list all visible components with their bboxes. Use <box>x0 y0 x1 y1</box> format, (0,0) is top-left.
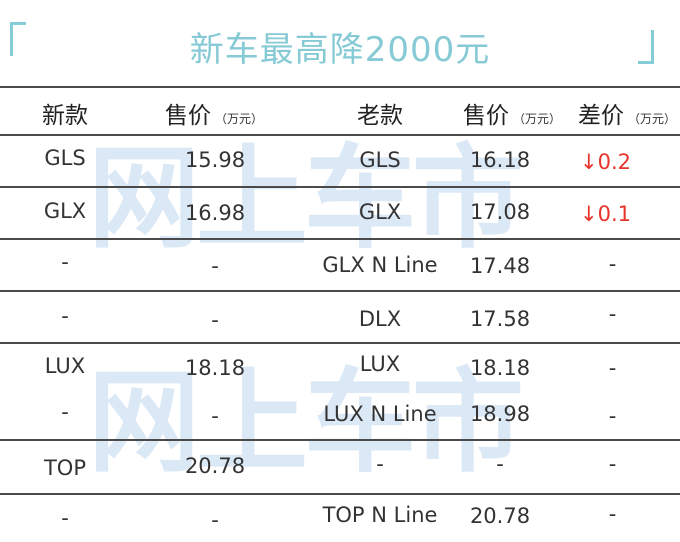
cell-old-model: GLX N Line <box>322 253 438 277</box>
title-bar: 新车最高降2000元 <box>0 0 680 86</box>
cell-diff: - <box>608 452 617 476</box>
table-top-rule <box>0 86 680 88</box>
cell-diff: - <box>608 252 617 276</box>
cell-old-price: 20.78 <box>469 504 531 528</box>
right-bracket <box>638 30 654 64</box>
cell-new-model: TOP <box>43 456 87 480</box>
cell-new-price: 16.98 <box>184 201 246 225</box>
cell-old-price: - <box>496 452 504 476</box>
header-new-price-unit: （万元） <box>215 112 264 126</box>
watermark-top: 网上车市 <box>88 134 524 264</box>
cell-old-model: - <box>376 452 384 476</box>
cell-new-price: - <box>211 254 219 278</box>
cell-new-model: LUX <box>44 354 86 378</box>
cell-old-model: LUX <box>359 352 401 376</box>
left-bracket <box>10 22 26 56</box>
header-old-price: 售价 （万元） <box>463 96 561 130</box>
watermark-bottom: 网上车市 <box>88 358 524 488</box>
cell-new-model: GLX <box>43 199 87 223</box>
header-new-price: 售价 （万元） <box>165 96 263 130</box>
row-rule <box>0 186 680 188</box>
header-diff: 差价 （万元） <box>578 96 676 130</box>
cell-old-price: 17.48 <box>469 254 531 278</box>
cell-diff: - <box>608 302 617 326</box>
row-rule <box>0 290 680 292</box>
cell-new-model: - <box>61 506 69 530</box>
cell-old-model: GLX <box>358 200 402 224</box>
cell-new-price: 15.98 <box>184 148 246 172</box>
cell-old-model: TOP N Line <box>322 503 438 527</box>
cell-new-price: - <box>211 508 219 532</box>
cell-new-model: - <box>61 400 69 424</box>
cell-diff: ↓0.1 <box>580 202 631 226</box>
cell-old-price: 17.58 <box>469 307 531 331</box>
cell-new-model: - <box>61 250 69 274</box>
row-rule <box>0 342 680 344</box>
cell-new-model: GLS <box>44 146 86 170</box>
cell-diff: - <box>608 356 617 380</box>
header-diff-unit: （万元） <box>628 112 677 126</box>
header-old-price-unit: （万元） <box>513 112 562 126</box>
cell-new-price: - <box>211 404 219 428</box>
page-title: 新车最高降2000元 <box>189 30 491 70</box>
cell-new-model: - <box>61 304 69 328</box>
header-old-price-label: 售价 <box>463 103 509 129</box>
cell-old-model: GLS <box>359 148 401 172</box>
cell-diff: ↓0.2 <box>580 150 631 174</box>
cell-diff: - <box>608 404 617 428</box>
cell-old-price: 18.98 <box>469 402 531 426</box>
cell-old-price: 18.18 <box>469 356 531 380</box>
header-new-price-label: 售价 <box>165 103 211 129</box>
cell-old-price: 17.08 <box>469 200 531 224</box>
cell-old-price: 16.18 <box>469 148 531 172</box>
header-new-model: 新款 <box>42 103 88 129</box>
row-rule <box>0 439 680 441</box>
cell-new-price: 20.78 <box>184 454 246 478</box>
cell-old-model: LUX N Line <box>323 402 437 426</box>
header-rule <box>0 134 680 136</box>
cell-diff: - <box>608 502 617 526</box>
header-diff-label: 差价 <box>578 103 624 129</box>
row-rule <box>0 493 680 495</box>
cell-new-price: - <box>211 308 219 332</box>
cell-old-model: DLX <box>358 307 402 331</box>
row-rule <box>0 238 680 240</box>
header-old-model: 老款 <box>357 103 403 129</box>
cell-new-price: 18.18 <box>184 356 246 380</box>
